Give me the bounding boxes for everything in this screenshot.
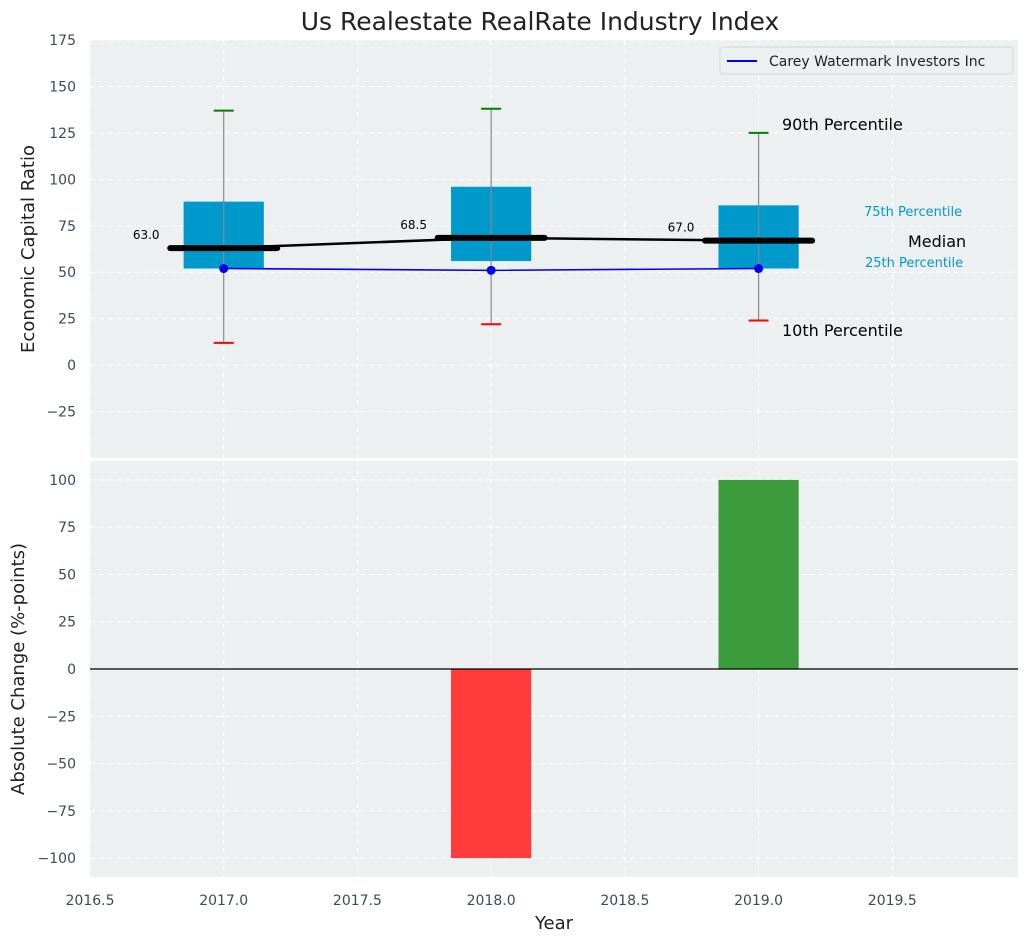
- change-bar: [718, 479, 799, 669]
- annotation-25th-percentile: 25th Percentile: [865, 256, 963, 271]
- series-point-carey: [754, 264, 764, 274]
- bottom-y-tick-label: −100: [38, 851, 76, 867]
- top-y-tick-label: 50: [58, 265, 76, 281]
- top-y-ticks: −25 0 25 50 75 100 125 150 175: [46, 33, 76, 421]
- top-y-tick-label: 100: [49, 172, 76, 188]
- top-y-tick-label: 0: [67, 358, 76, 374]
- annotation-75th-percentile: 75th Percentile: [864, 205, 962, 220]
- median-value-label: 63.0: [133, 228, 160, 242]
- top-y-tick-label: −25: [46, 405, 76, 421]
- median-trend-line: [223, 236, 759, 250]
- bottom-panel: −100 −75 −50 −25 0 25 50 75 100 2016.5 2017.0 2017…: [8, 461, 1018, 934]
- median-value-label: 68.5: [400, 218, 427, 232]
- x-axis-label: Year: [534, 913, 574, 934]
- bottom-y-tick-label: −25: [46, 709, 76, 725]
- series-point-carey: [219, 264, 229, 274]
- top-marks: 63.0 68.5 67.0: [133, 107, 816, 344]
- top-y-tick-label: 125: [49, 126, 76, 142]
- top-y-axis-label: Economic Capital Ratio: [18, 145, 39, 353]
- top-y-tick-label: 75: [58, 219, 76, 235]
- legend-label: Carey Watermark Investors Inc: [769, 54, 985, 70]
- bottom-marks: [90, 479, 1018, 859]
- x-tick-label: 2017.5: [333, 893, 382, 909]
- x-tick-label: 2018.5: [600, 893, 649, 909]
- annotation-10th-percentile: 10th Percentile: [782, 321, 903, 340]
- x-tick-label: 2017.0: [199, 893, 248, 909]
- x-ticks: 2016.5 2017.0 2017.5 2018.0 2018.5 2019.0 2019…: [66, 893, 917, 909]
- annotation-90th-percentile: 90th Percentile: [782, 115, 903, 134]
- chart-title: Us Realestate RealRate Industry Index: [301, 7, 780, 36]
- bottom-y-tick-label: 0: [67, 662, 76, 678]
- bottom-y-tick-label: 25: [58, 615, 76, 631]
- bottom-y-tick-label: −50: [46, 757, 76, 773]
- bottom-y-axis-label: Absolute Change (%-points): [8, 543, 29, 795]
- annotation-median: Median: [908, 232, 966, 251]
- bottom-y-ticks: −100 −75 −50 −25 0 25 50 75 100: [38, 473, 76, 867]
- bottom-y-tick-label: −75: [46, 804, 76, 820]
- x-tick-label: 2019.0: [734, 893, 783, 909]
- top-y-tick-label: 25: [58, 312, 76, 328]
- x-tick-label: 2016.5: [66, 893, 115, 909]
- legend: Carey Watermark Investors Inc: [719, 46, 1014, 75]
- top-y-tick-label: 175: [49, 33, 76, 49]
- legend-box: [719, 46, 1014, 75]
- bottom-y-tick-label: 50: [58, 567, 76, 583]
- bottom-y-tick-label: 75: [58, 520, 76, 536]
- change-bar: [451, 669, 532, 859]
- series-point-carey: [486, 265, 496, 275]
- top-panel: −25 0 25 50 75 100 125 150 175 63.0 68.5 67.0 Econ…: [18, 33, 1018, 458]
- bottom-y-tick-label: 100: [49, 473, 76, 489]
- x-tick-label: 2018.0: [467, 893, 516, 909]
- x-tick-label: 2019.5: [868, 893, 917, 909]
- top-y-tick-label: 150: [49, 79, 76, 95]
- median-value-label: 67.0: [668, 221, 695, 235]
